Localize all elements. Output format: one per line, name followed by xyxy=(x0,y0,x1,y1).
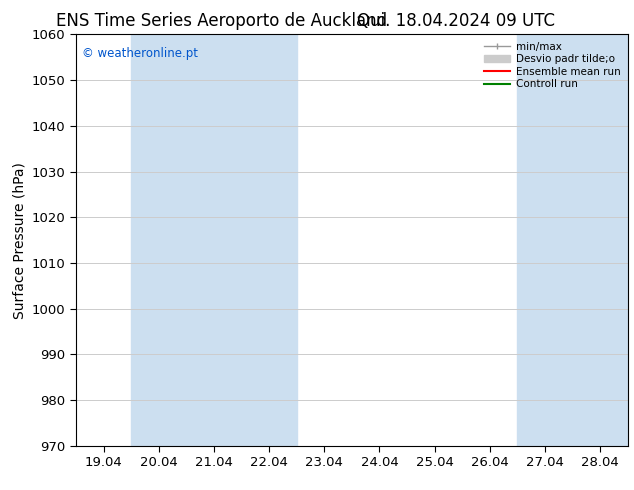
Bar xyxy=(131,34,297,446)
Y-axis label: Surface Pressure (hPa): Surface Pressure (hPa) xyxy=(12,162,27,318)
Legend: min/max, Desvio padr tilde;o, Ensemble mean run, Controll run: min/max, Desvio padr tilde;o, Ensemble m… xyxy=(480,37,624,94)
Text: Qui. 18.04.2024 09 UTC: Qui. 18.04.2024 09 UTC xyxy=(358,12,555,30)
Bar xyxy=(517,34,628,446)
Text: © weatheronline.pt: © weatheronline.pt xyxy=(82,47,198,60)
Text: ENS Time Series Aeroporto de Auckland: ENS Time Series Aeroporto de Auckland xyxy=(56,12,387,30)
